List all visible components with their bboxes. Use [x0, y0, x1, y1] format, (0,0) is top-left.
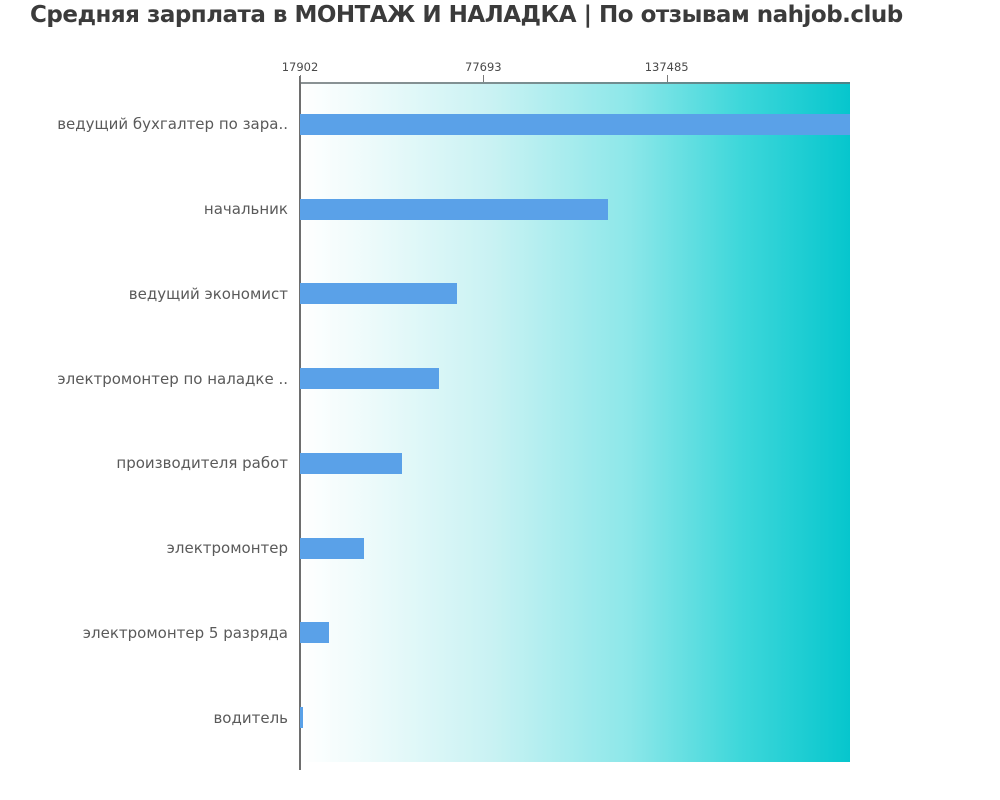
salary-bar[interactable] [300, 283, 457, 305]
salary-bar[interactable] [300, 537, 365, 559]
plot-area-background [300, 82, 850, 762]
bar-rows: ведущий бухгалтер по зара.. начальник веду… [0, 82, 850, 760]
x-axis-tick-mark [300, 75, 301, 82]
x-axis-tick-label: 17902 [281, 60, 319, 74]
page-title: Средняя зарплата в МОНТАЖ И НАЛАДКА | По… [30, 2, 903, 28]
category-label: электромонтер 5 разряда [82, 623, 288, 642]
bar-row: ведущий бухгалтер по зара.. [0, 82, 850, 167]
bar-row: водитель [0, 675, 850, 760]
y-axis-line [299, 76, 301, 770]
category-label: электромонтер по наладке .. [57, 369, 288, 388]
x-axis-tick-mark [483, 75, 485, 82]
category-label: ведущий экономист [128, 284, 288, 303]
bar-row: электромонтер 5 разряда [0, 591, 850, 676]
bar-track [300, 537, 850, 559]
category-label: начальник [203, 200, 288, 219]
category-label: производителя работ [116, 454, 288, 473]
category-label: ведущий бухгалтер по зара.. [57, 115, 288, 134]
salary-bar[interactable] [300, 622, 330, 644]
salary-bar[interactable] [300, 113, 850, 135]
bar-row: электромонтер по наладке .. [0, 336, 850, 421]
x-axis-tick-label: 137485 [644, 60, 689, 74]
bar-track [300, 198, 850, 220]
category-label: водитель [213, 708, 288, 727]
bar-track [300, 368, 850, 390]
category-label: электромонтер [166, 539, 288, 558]
bar-track [300, 707, 850, 729]
bar-row: ведущий экономист [0, 252, 850, 337]
bar-row: электромонтер [0, 506, 850, 591]
x-axis-tick-mark [666, 75, 668, 82]
bar-track [300, 113, 850, 135]
bar-track [300, 283, 850, 305]
bar-track [300, 452, 850, 474]
salary-bar[interactable] [300, 368, 439, 390]
salary-bar[interactable] [300, 452, 403, 474]
salary-bar[interactable] [300, 707, 303, 729]
bar-row: производителя работ [0, 421, 850, 506]
x-axis-tick-label: 77693 [465, 60, 502, 74]
salary-bar[interactable] [300, 198, 608, 220]
bar-row: начальник [0, 167, 850, 252]
bar-track [300, 622, 850, 644]
